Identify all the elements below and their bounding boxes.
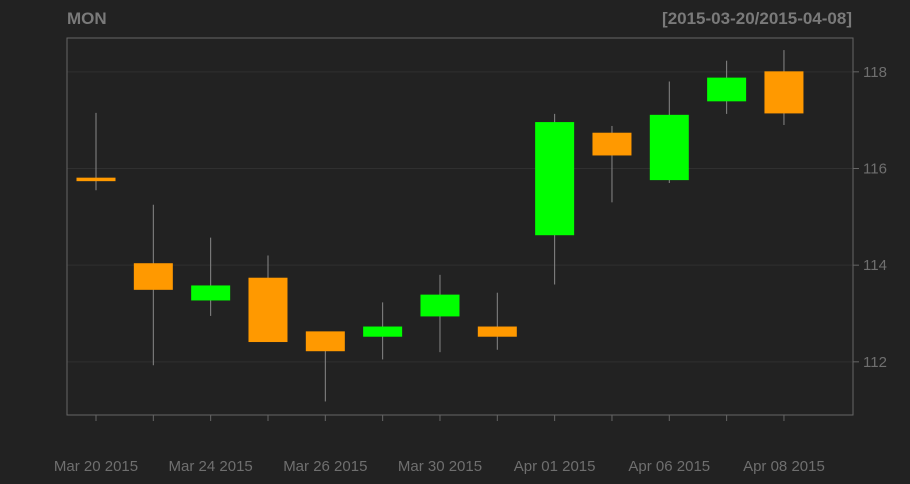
x-tick-label: Mar 30 2015 [398, 458, 482, 475]
chart-title: MON [67, 9, 107, 28]
y-tick-label: 116 [863, 161, 887, 178]
candle-body [535, 122, 575, 236]
x-tick-label: Mar 24 2015 [169, 458, 253, 475]
y-tick-label: 114 [863, 257, 887, 274]
chart-date-range: [2015-03-20/2015-04-08] [662, 9, 852, 28]
candle-body [191, 285, 231, 301]
plot-frame [66, 37, 854, 416]
candle-body [76, 177, 116, 182]
candle-body [477, 326, 517, 337]
candle-body [592, 132, 632, 156]
y-axis: 112 114 116 118 [853, 64, 887, 371]
candle-body [248, 277, 288, 343]
y-tick-label: 112 [863, 354, 887, 371]
candle-body [707, 77, 747, 102]
candle-body [420, 294, 460, 317]
x-tick-label: Apr 08 2015 [743, 458, 825, 475]
x-axis: Mar 20 2015 Mar 24 2015 Mar 26 2015 Mar 30 … [54, 415, 825, 475]
candle-body [363, 326, 403, 337]
x-tick-label: Apr 01 2015 [514, 458, 596, 475]
x-tick-label: Mar 26 2015 [283, 458, 367, 475]
candle-body [133, 263, 173, 290]
candle-body [649, 114, 689, 181]
candles [76, 50, 804, 402]
x-tick-label: Mar 20 2015 [54, 458, 138, 475]
candle-body [305, 331, 345, 352]
grid-lines [67, 71, 853, 363]
candle-body [764, 71, 804, 114]
y-tick-label: 118 [863, 64, 887, 81]
x-tick-label: Apr 06 2015 [628, 458, 710, 475]
